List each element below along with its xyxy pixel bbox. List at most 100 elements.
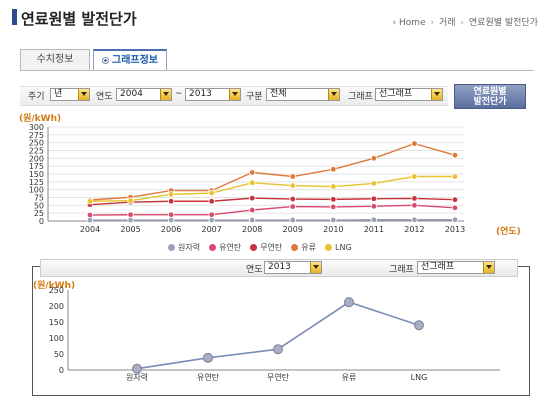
year-to-select[interactable]: 2013 xyxy=(185,88,241,101)
y-tick-label: 250 xyxy=(49,286,64,295)
legend-label: 유연탄 xyxy=(219,243,242,252)
series-line xyxy=(89,204,456,216)
data-point xyxy=(289,203,296,210)
graph-type-value: 선그래프 xyxy=(379,89,413,99)
y-tick-label: 75 xyxy=(34,194,44,203)
series-line xyxy=(89,175,455,202)
data-point xyxy=(249,179,256,186)
category-select[interactable]: 전체 xyxy=(266,88,340,101)
y-tick-label: 225 xyxy=(29,147,44,156)
data-point xyxy=(127,216,134,224)
data-point xyxy=(167,191,175,198)
tab-graph-label: 그래프정보 xyxy=(112,55,158,66)
x-tick-label: 유류 xyxy=(342,373,357,382)
data-point xyxy=(167,211,175,218)
bottom-year-select[interactable]: 2013 xyxy=(264,261,322,274)
graph-type-select[interactable]: 선그래프 xyxy=(375,88,443,101)
y-tick-label: 100 xyxy=(29,186,44,195)
breadcrumb-arrow-icon: › xyxy=(430,18,435,28)
legend-dot-icon xyxy=(250,244,258,251)
data-point xyxy=(370,195,378,202)
breadcrumb-arrow-icon: › xyxy=(392,18,397,28)
dropdown-arrow-icon xyxy=(229,89,240,100)
data-point xyxy=(208,216,215,224)
data-point xyxy=(411,216,418,223)
legend-label: 유류 xyxy=(301,243,317,252)
breadcrumb-trade[interactable]: 거래 xyxy=(438,18,456,28)
tab-divider xyxy=(20,70,534,71)
bottom-year-value: 2013 xyxy=(268,262,291,272)
x-tick-label: 2004 xyxy=(80,225,100,234)
data-point xyxy=(330,166,337,173)
data-point xyxy=(451,152,459,159)
x-tick-label: 원자력 xyxy=(126,372,148,382)
legend-dot-icon xyxy=(209,244,217,251)
x-tick-label: 2011 xyxy=(364,225,384,234)
data-point xyxy=(451,196,459,203)
view-button[interactable]: 연료원별 발전단가 xyxy=(454,84,526,109)
data-point xyxy=(330,216,337,224)
data-point xyxy=(132,363,142,374)
y-tick-label: 150 xyxy=(49,318,64,327)
data-point xyxy=(451,204,459,212)
legend-item: 유류 xyxy=(291,243,316,252)
tab-graph[interactable]: 그래프정보 xyxy=(93,49,167,70)
dropdown-arrow-icon xyxy=(328,89,339,100)
y-tick-label: 50 xyxy=(34,201,44,210)
data-point xyxy=(451,216,459,223)
y-tick-label: 50 xyxy=(54,350,64,359)
data-point xyxy=(273,344,283,355)
year-label: 연도 xyxy=(96,92,113,102)
legend-label: 원자력 xyxy=(178,243,201,252)
title-marker xyxy=(12,9,17,25)
legend-dot-icon xyxy=(168,244,175,251)
x-tick-label: 유연탄 xyxy=(197,372,220,382)
category-label: 구분 xyxy=(246,92,263,102)
data-point xyxy=(289,173,296,180)
period-label: 주기 xyxy=(28,92,45,102)
y-tick-label: 175 xyxy=(29,162,44,171)
dropdown-arrow-icon xyxy=(483,262,494,273)
data-point xyxy=(127,211,134,218)
y-tick-label: 0 xyxy=(39,217,44,226)
x-tick-label: 2007 xyxy=(201,225,221,234)
data-point xyxy=(411,140,418,147)
top-chart-y-unit: (원/kWh) xyxy=(19,114,62,124)
breadcrumb: › Home › 거래 › 연료원별 발전단가 xyxy=(393,15,538,28)
data-point xyxy=(370,180,378,187)
top-chart-x-unit: (연도) xyxy=(496,227,521,237)
x-tick-label: 2008 xyxy=(242,225,262,234)
data-point xyxy=(289,182,296,189)
y-tick-label: 300 xyxy=(29,123,44,132)
dropdown-arrow-icon xyxy=(78,89,89,100)
y-tick-label: 200 xyxy=(29,154,44,163)
year-to-value: 2013 xyxy=(189,89,212,99)
breadcrumb-arrow-icon: › xyxy=(460,18,465,28)
data-point xyxy=(208,198,215,205)
data-point xyxy=(208,211,215,218)
tab-values[interactable]: 수치정보 xyxy=(20,49,90,70)
legend-dot-icon xyxy=(291,244,299,251)
x-tick-label: 무연탄 xyxy=(267,372,290,382)
bottom-chart-panel xyxy=(32,266,530,396)
breadcrumb-home[interactable]: Home xyxy=(399,18,426,28)
bottom-graph-select[interactable]: 선그래프 xyxy=(417,261,495,274)
page-title: 연료원별 발전단가 xyxy=(21,10,137,28)
graph-type-label: 그래프 xyxy=(348,92,373,102)
year-from-select[interactable]: 2004 xyxy=(116,88,172,101)
radio-selected-icon xyxy=(102,57,109,64)
x-tick-label: 2006 xyxy=(161,225,181,234)
bottom-chart-y-unit: (원/kWh) xyxy=(33,281,76,291)
data-point xyxy=(330,203,337,211)
data-point xyxy=(370,203,378,210)
data-point xyxy=(289,216,296,224)
bottom-graph-value: 선그래프 xyxy=(421,262,455,272)
data-point xyxy=(330,196,337,203)
data-point xyxy=(289,195,296,203)
series-line xyxy=(136,301,420,370)
year-from-value: 2004 xyxy=(120,89,143,99)
data-point xyxy=(370,216,378,223)
period-select[interactable]: 년 xyxy=(50,88,90,101)
bottom-graph-label: 그래프 xyxy=(389,265,414,275)
